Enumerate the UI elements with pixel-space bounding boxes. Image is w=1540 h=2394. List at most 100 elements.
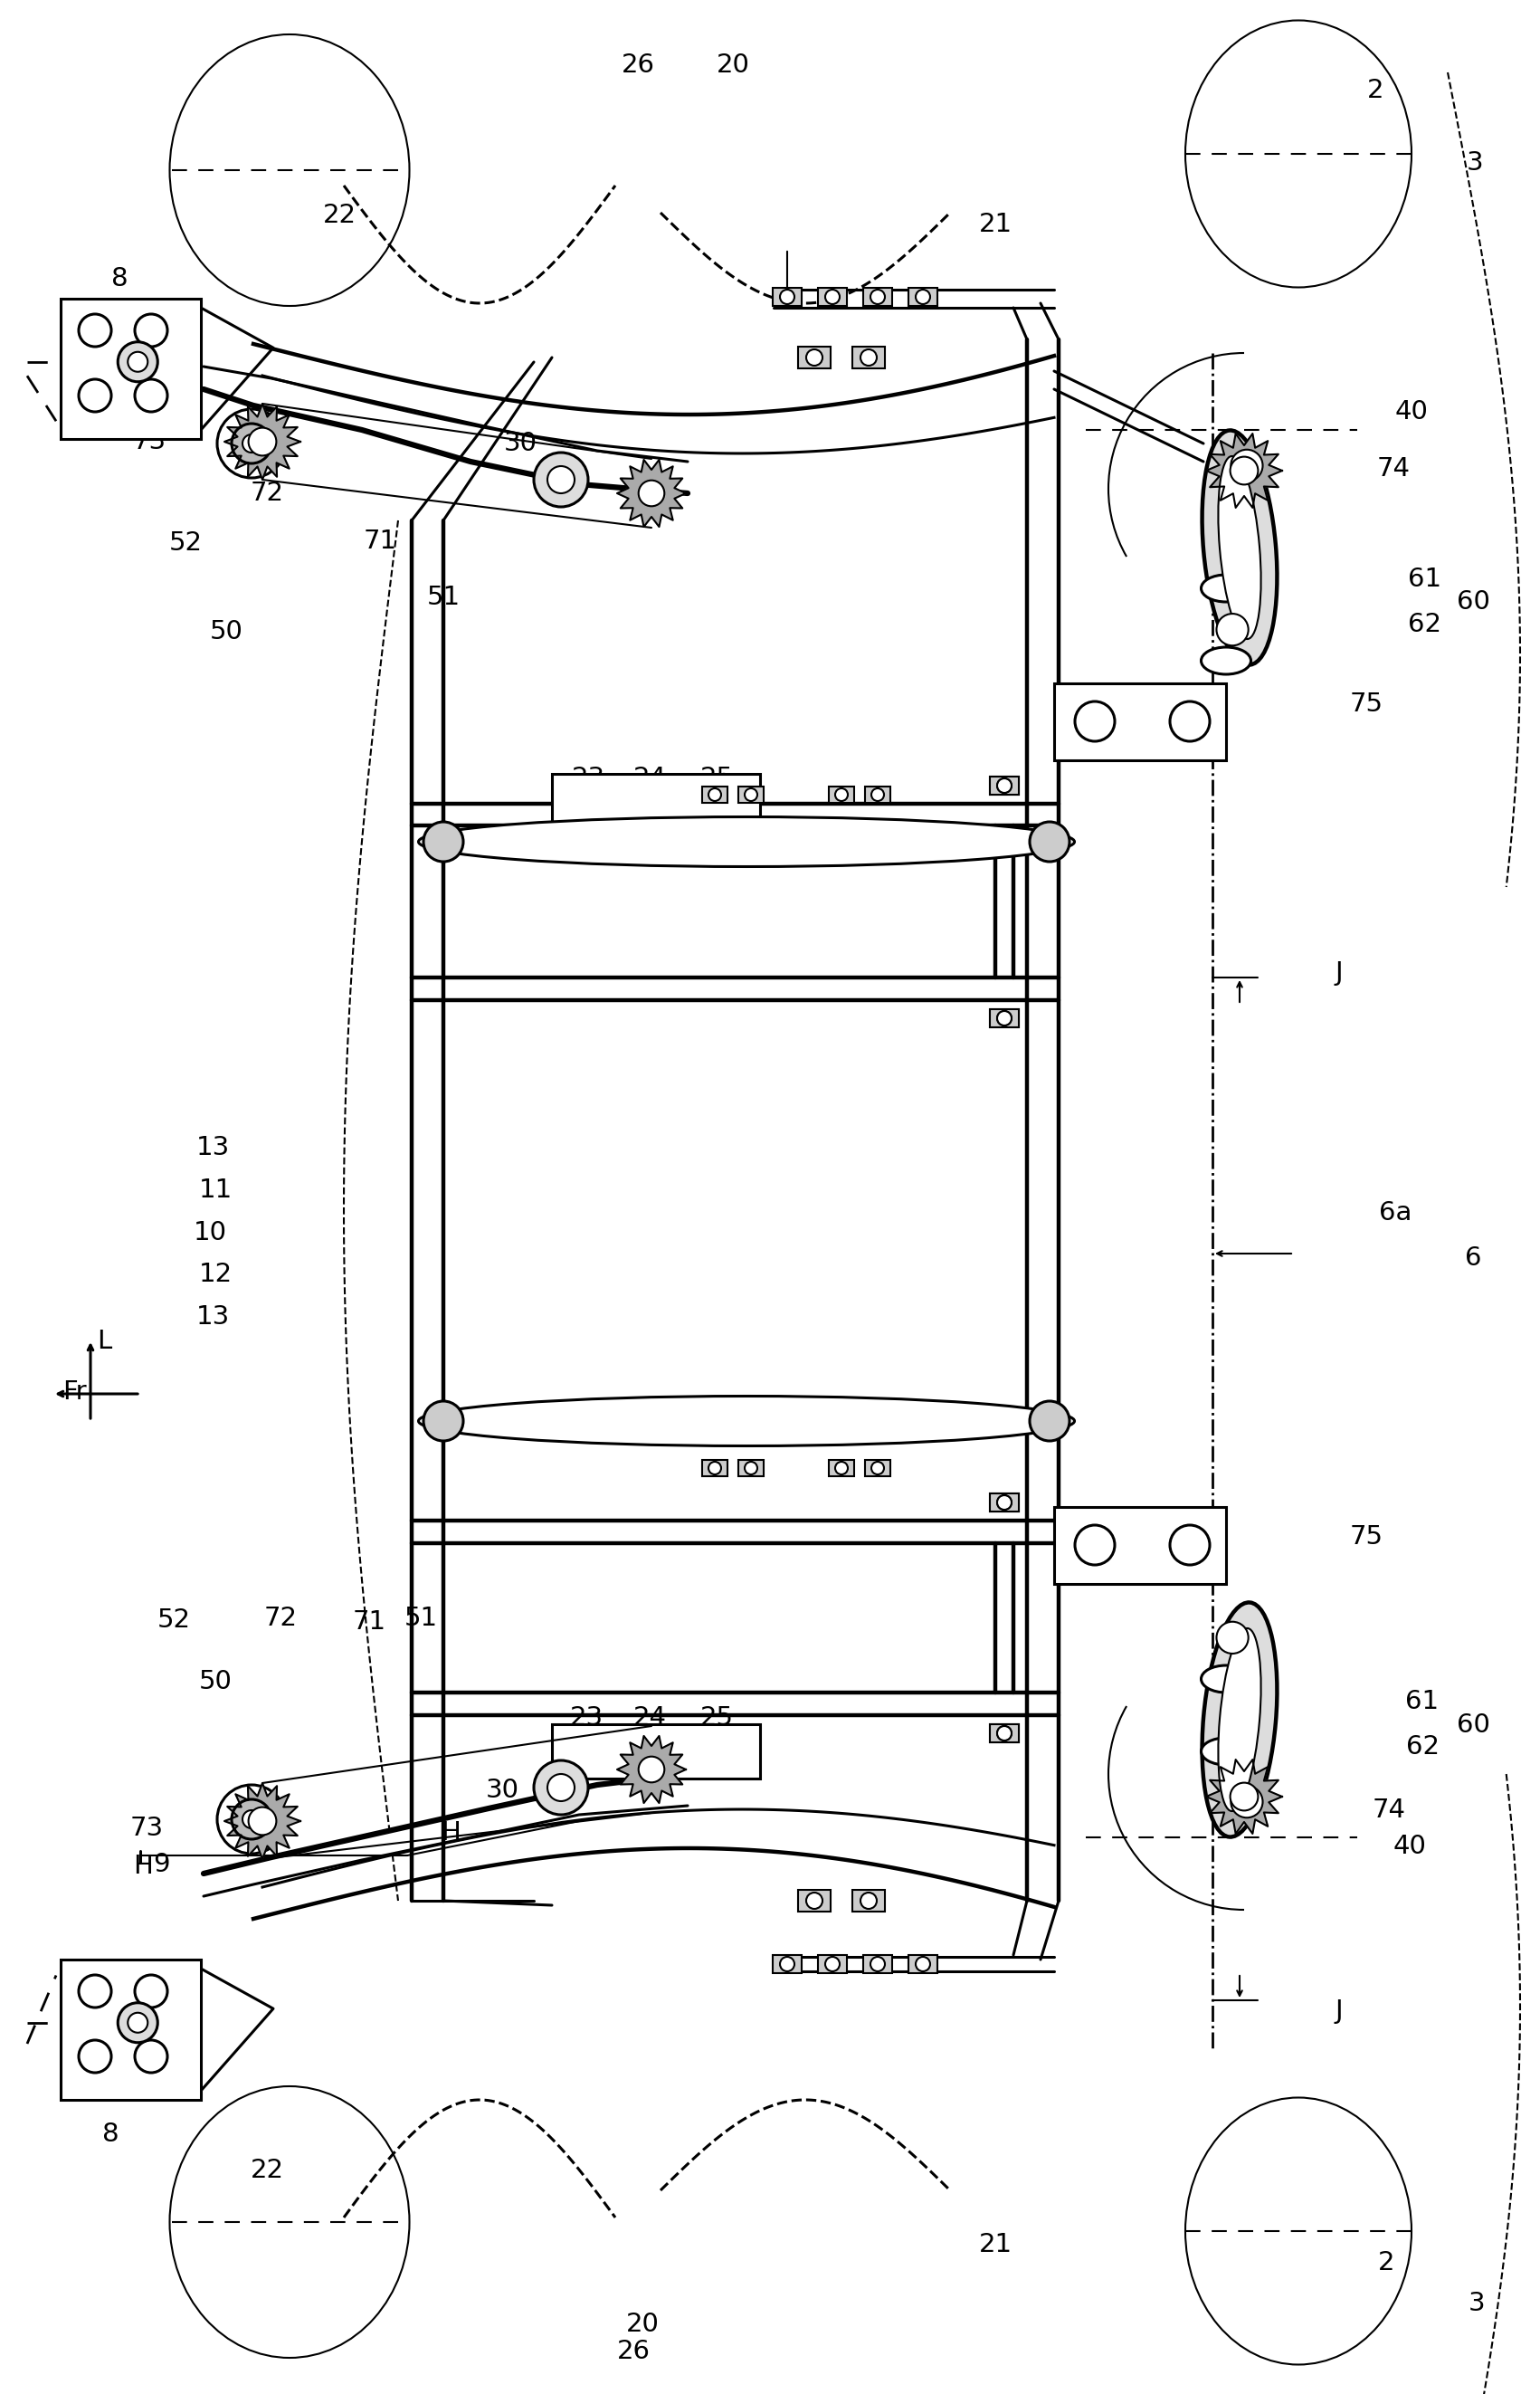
Circle shape bbox=[1170, 701, 1210, 742]
Text: 3: 3 bbox=[1468, 2291, 1485, 2315]
Circle shape bbox=[534, 1760, 588, 1815]
Polygon shape bbox=[618, 460, 685, 527]
Ellipse shape bbox=[1201, 646, 1250, 675]
Circle shape bbox=[708, 1463, 721, 1475]
Text: 72: 72 bbox=[263, 1606, 297, 1630]
Circle shape bbox=[916, 290, 930, 304]
Bar bbox=[1053, 682, 1226, 761]
Circle shape bbox=[128, 2013, 148, 2033]
Text: L: L bbox=[97, 1329, 111, 1355]
Circle shape bbox=[217, 409, 286, 479]
Bar bbox=[864, 287, 892, 306]
Bar bbox=[818, 1954, 847, 1973]
Bar bbox=[852, 347, 886, 369]
Text: 71: 71 bbox=[353, 1609, 387, 1635]
Text: 75: 75 bbox=[1349, 692, 1383, 716]
Bar bbox=[798, 1891, 830, 1910]
Circle shape bbox=[231, 424, 271, 464]
Text: J: J bbox=[1335, 960, 1343, 986]
Circle shape bbox=[1075, 701, 1115, 742]
Polygon shape bbox=[225, 1784, 300, 1860]
Text: 40: 40 bbox=[1395, 400, 1428, 424]
Circle shape bbox=[835, 1463, 849, 1475]
Polygon shape bbox=[1206, 433, 1283, 508]
Circle shape bbox=[119, 2004, 157, 2042]
Circle shape bbox=[872, 1463, 884, 1475]
Text: 30: 30 bbox=[485, 1779, 519, 1803]
Bar bbox=[990, 1494, 1019, 1513]
Circle shape bbox=[745, 1463, 758, 1475]
Circle shape bbox=[807, 1894, 822, 1908]
Circle shape bbox=[1217, 613, 1249, 646]
Bar bbox=[990, 776, 1019, 795]
Bar bbox=[852, 1891, 886, 1910]
Circle shape bbox=[861, 1894, 876, 1908]
Bar bbox=[798, 347, 830, 369]
Circle shape bbox=[916, 1956, 930, 1970]
Text: J: J bbox=[1335, 1999, 1343, 2023]
Text: 24: 24 bbox=[633, 766, 667, 790]
Bar bbox=[864, 1954, 892, 1973]
Circle shape bbox=[119, 342, 157, 381]
Circle shape bbox=[79, 1975, 111, 2009]
Circle shape bbox=[1230, 1786, 1263, 1817]
Ellipse shape bbox=[1203, 431, 1277, 666]
Text: 60: 60 bbox=[1457, 589, 1489, 615]
Bar bbox=[829, 788, 855, 802]
Circle shape bbox=[547, 467, 574, 493]
Circle shape bbox=[136, 378, 168, 412]
Bar bbox=[818, 287, 847, 306]
Ellipse shape bbox=[1201, 575, 1250, 601]
Text: 74: 74 bbox=[1377, 457, 1411, 481]
Text: 13: 13 bbox=[196, 1305, 229, 1329]
Text: 6: 6 bbox=[1465, 1245, 1481, 1271]
Bar bbox=[60, 1961, 200, 2100]
Circle shape bbox=[79, 378, 111, 412]
Circle shape bbox=[1230, 457, 1258, 484]
Text: 26: 26 bbox=[616, 2339, 650, 2365]
Text: 23: 23 bbox=[571, 766, 605, 790]
Bar bbox=[865, 788, 890, 802]
Circle shape bbox=[996, 1726, 1012, 1740]
Circle shape bbox=[825, 290, 839, 304]
Bar bbox=[909, 1954, 938, 1973]
Text: 50: 50 bbox=[199, 1669, 233, 1695]
Text: H: H bbox=[440, 1819, 460, 1846]
Circle shape bbox=[1230, 450, 1263, 481]
Circle shape bbox=[870, 1956, 885, 1970]
Text: 40: 40 bbox=[1394, 1834, 1426, 1860]
Polygon shape bbox=[1206, 1760, 1283, 1834]
Text: 20: 20 bbox=[716, 53, 750, 79]
Circle shape bbox=[79, 2040, 111, 2073]
Circle shape bbox=[231, 1800, 271, 1839]
Text: H: H bbox=[132, 1853, 152, 1879]
Bar bbox=[702, 788, 727, 802]
Text: 23: 23 bbox=[570, 1705, 604, 1731]
Bar bbox=[773, 1954, 802, 1973]
Bar bbox=[738, 788, 764, 802]
Text: 51: 51 bbox=[403, 1606, 437, 1630]
Circle shape bbox=[424, 1400, 464, 1441]
Text: 51: 51 bbox=[427, 584, 460, 610]
Bar bbox=[773, 287, 802, 306]
Circle shape bbox=[1170, 1525, 1210, 1566]
Bar bbox=[990, 776, 1019, 795]
Polygon shape bbox=[618, 1736, 685, 1803]
Text: 71: 71 bbox=[363, 529, 397, 553]
Circle shape bbox=[547, 1774, 574, 1800]
Ellipse shape bbox=[1201, 1666, 1250, 1693]
Text: 8: 8 bbox=[102, 2121, 119, 2147]
Text: 22: 22 bbox=[249, 2157, 283, 2183]
Bar bbox=[551, 1724, 761, 1779]
Circle shape bbox=[779, 290, 795, 304]
Circle shape bbox=[861, 350, 876, 366]
Text: 6a: 6a bbox=[1378, 1199, 1412, 1226]
Text: 75: 75 bbox=[1349, 1525, 1383, 1549]
Ellipse shape bbox=[1201, 1738, 1250, 1764]
Bar bbox=[865, 1460, 890, 1477]
Circle shape bbox=[996, 1726, 1012, 1740]
Text: 30: 30 bbox=[504, 431, 537, 457]
Text: 73: 73 bbox=[132, 429, 166, 455]
Text: Fr: Fr bbox=[62, 1379, 86, 1405]
Text: 73: 73 bbox=[129, 1815, 163, 1841]
